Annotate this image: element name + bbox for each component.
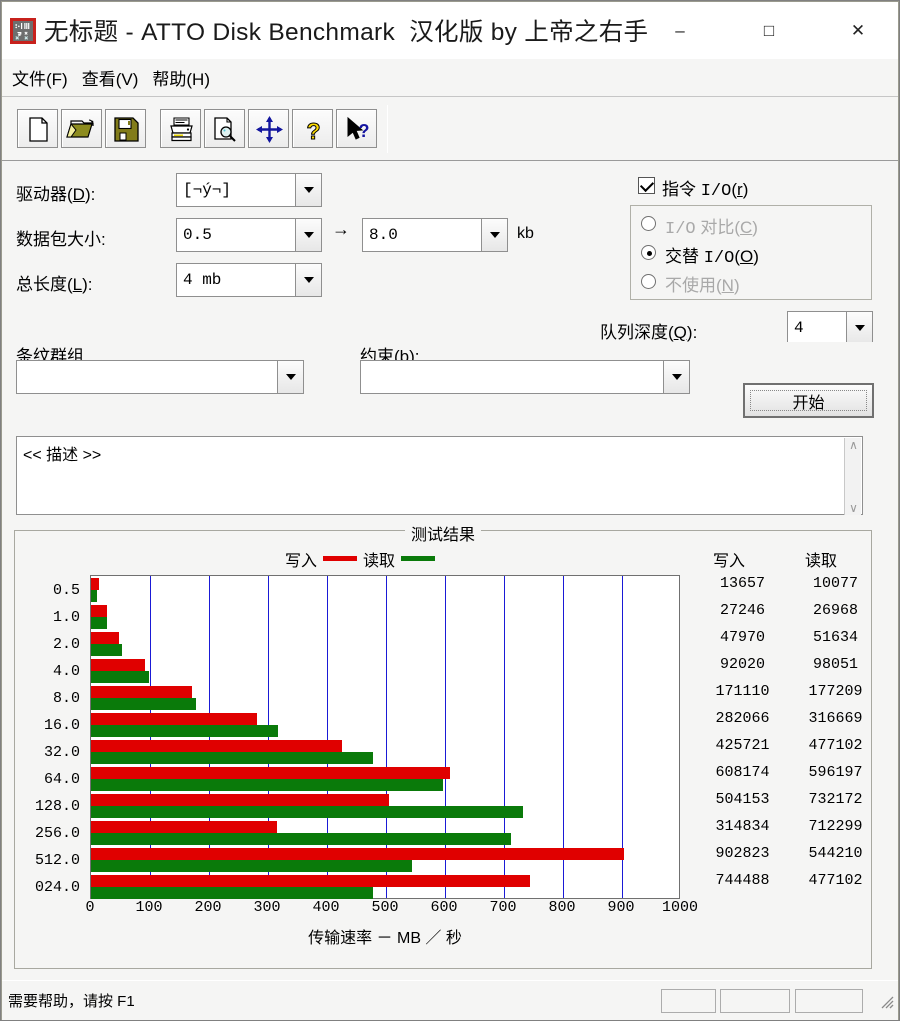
svg-text:?: ? bbox=[306, 118, 320, 144]
svg-text:?: ? bbox=[358, 121, 369, 141]
